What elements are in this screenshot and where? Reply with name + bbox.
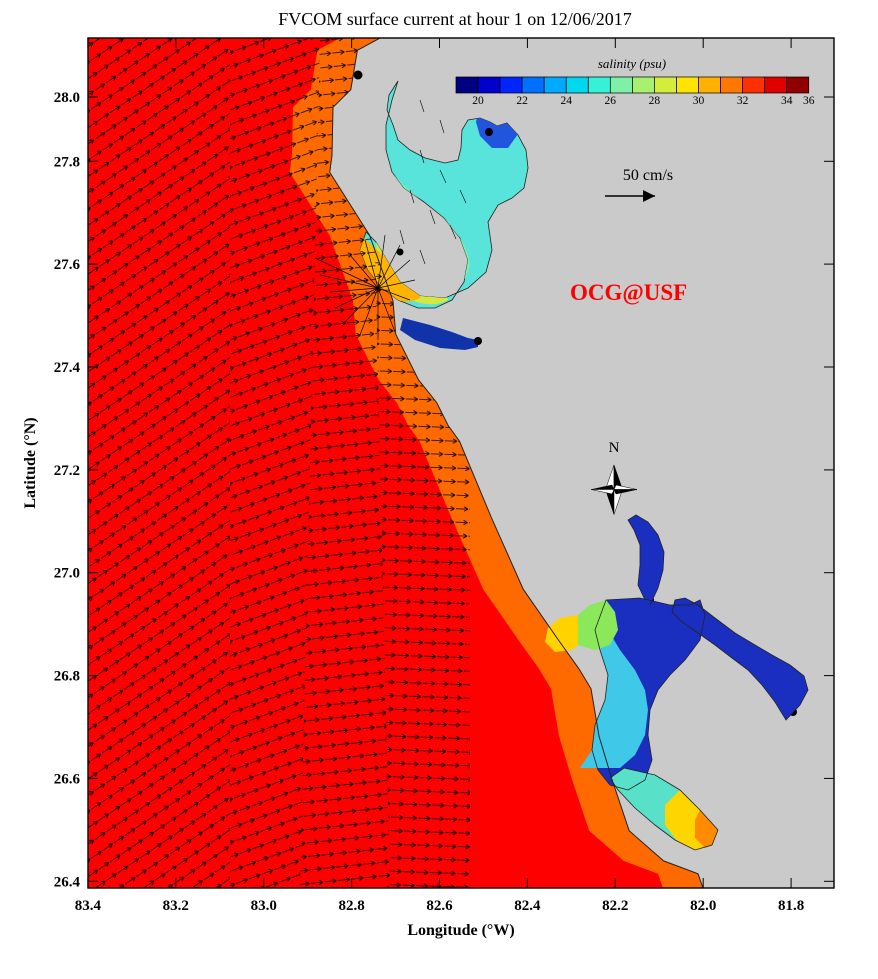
svg-text:83.2: 83.2 bbox=[163, 898, 189, 914]
svg-text:83.4: 83.4 bbox=[75, 898, 102, 914]
svg-text:27.2: 27.2 bbox=[54, 463, 80, 479]
svg-text:82.4: 82.4 bbox=[514, 898, 541, 914]
svg-text:82.0: 82.0 bbox=[690, 898, 716, 914]
svg-text:26.8: 26.8 bbox=[54, 669, 80, 685]
svg-text:36: 36 bbox=[803, 95, 815, 107]
svg-text:81.8: 81.8 bbox=[778, 898, 804, 914]
svg-text:83.0: 83.0 bbox=[251, 898, 277, 914]
svg-text:26.6: 26.6 bbox=[54, 771, 81, 787]
svg-text:26: 26 bbox=[605, 95, 617, 107]
svg-text:34: 34 bbox=[781, 95, 793, 107]
svg-text:FVCOM surface current at hour: FVCOM surface current at hour 1 on 12/06… bbox=[278, 9, 631, 29]
svg-text:82.2: 82.2 bbox=[602, 898, 628, 914]
svg-text:22: 22 bbox=[516, 95, 528, 107]
svg-text:24: 24 bbox=[560, 95, 572, 107]
svg-text:82.6: 82.6 bbox=[426, 898, 453, 914]
svg-text:28.0: 28.0 bbox=[54, 90, 80, 106]
svg-text:28: 28 bbox=[649, 95, 661, 107]
svg-text:82.8: 82.8 bbox=[338, 898, 364, 914]
svg-text:20: 20 bbox=[472, 95, 484, 107]
svg-text:Latitude (°N): Latitude (°N) bbox=[22, 417, 39, 508]
svg-text:32: 32 bbox=[737, 95, 749, 107]
svg-text:26.4: 26.4 bbox=[54, 874, 81, 890]
svg-text:27.4: 27.4 bbox=[54, 360, 81, 376]
svg-text:27.8: 27.8 bbox=[54, 154, 80, 170]
svg-text:27.6: 27.6 bbox=[54, 257, 81, 273]
svg-text:30: 30 bbox=[693, 95, 705, 107]
svg-text:Longitude (°W): Longitude (°W) bbox=[407, 922, 514, 939]
svg-text:OCG@USF: OCG@USF bbox=[570, 280, 687, 306]
svg-text:N: N bbox=[609, 440, 620, 456]
svg-text:27.0: 27.0 bbox=[54, 566, 80, 582]
svg-text:50 cm/s: 50 cm/s bbox=[623, 167, 673, 184]
svg-text:salinity (psu): salinity (psu) bbox=[598, 56, 666, 71]
